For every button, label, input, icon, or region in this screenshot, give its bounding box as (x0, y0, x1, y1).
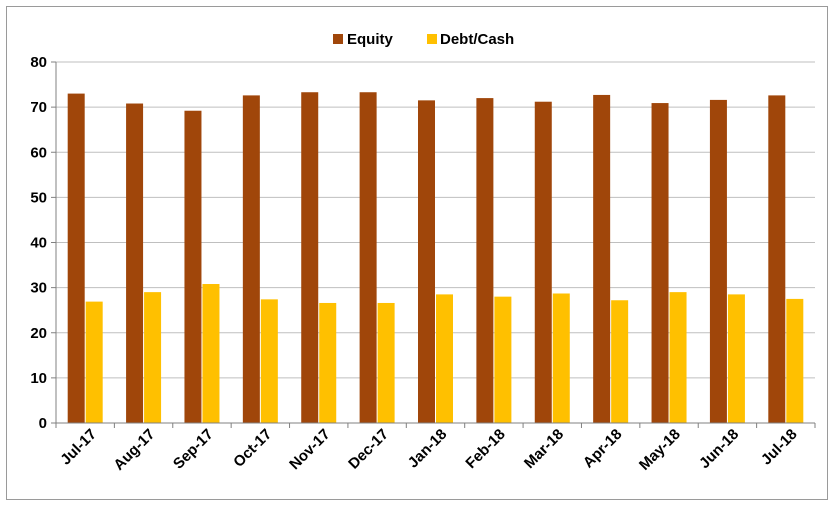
y-tick-label: 10 (30, 370, 47, 387)
bar-debt-cash-jul-17 (85, 301, 103, 423)
x-tick-label: Dec-17 (345, 426, 392, 473)
bar-equity-mar-18 (534, 101, 552, 424)
bar-debt-cash-may-18 (669, 292, 687, 423)
legend-swatch-debt-cash (427, 34, 437, 44)
y-tick-label: 30 (30, 280, 47, 297)
legend-label-debt-cash: Debt/Cash (440, 31, 514, 48)
bar-equity-apr-18 (593, 94, 611, 423)
bar-debt-cash-feb-18 (494, 296, 512, 423)
bar-equity-jul-18 (768, 95, 786, 423)
bar-equity-jan-18 (418, 100, 435, 423)
y-tick-label: 20 (30, 325, 47, 342)
bar-equity-oct-17 (242, 95, 260, 423)
legend-label-equity: Equity (347, 31, 393, 48)
x-tick-label: Jan-18 (405, 426, 451, 472)
x-tick-label: May-18 (636, 426, 684, 474)
bar-debt-cash-mar-18 (552, 293, 570, 423)
bar-debt-cash-jan-18 (436, 294, 453, 423)
bar-debt-cash-nov-17 (319, 302, 337, 423)
legend: Equity Debt/Cash (333, 31, 514, 48)
bar-equity-aug-17 (126, 103, 144, 423)
x-tick-label: Nov-17 (286, 426, 333, 473)
bar-debt-cash-dec-17 (377, 302, 395, 423)
bar-equity-jun-18 (709, 99, 727, 423)
y-tick-label: 60 (30, 144, 47, 161)
x-axis: Jul-17 Aug-17 Sep-17 Oct-17 Nov-17 Dec-17 Jan-… (55, 422, 816, 474)
y-tick-label: 50 (30, 189, 47, 206)
y-tick-label: 0 (39, 415, 47, 432)
x-tick-label: Sep-17 (170, 426, 217, 473)
bar-debt-cash-sep-17 (202, 284, 220, 423)
bar-debt-cash-aug-17 (144, 292, 162, 423)
y-tick-label: 80 (30, 54, 47, 71)
x-tick-label: Jul-18 (758, 426, 801, 469)
x-tick-label: Jun-18 (696, 426, 742, 472)
bar-debt-cash-jun-18 (727, 294, 745, 423)
x-tick-label: Jul-17 (57, 426, 100, 469)
legend-swatch-equity (333, 34, 343, 44)
x-tick-label: Feb-18 (462, 426, 508, 472)
x-tick-label: Aug-17 (110, 426, 158, 474)
x-tick-label: Oct-17 (230, 426, 275, 471)
x-tick-label: Mar-18 (521, 426, 567, 472)
y-tick-label: 40 (30, 235, 47, 252)
bar-debt-cash-jul-18 (786, 298, 804, 423)
bar-equity-dec-17 (359, 92, 377, 423)
bar-equity-jul-17 (67, 93, 85, 424)
bar-debt-cash-apr-18 (611, 300, 629, 423)
x-tick-label: Apr-18 (580, 426, 626, 472)
bars (67, 92, 804, 424)
bar-equity-feb-18 (476, 98, 494, 423)
y-axis: 0 10 20 30 40 50 60 70 80 (30, 54, 57, 432)
bar-equity-sep-17 (184, 110, 202, 424)
bar-equity-may-18 (651, 103, 669, 423)
y-tick-label: 70 (30, 99, 47, 116)
bar-debt-cash-oct-17 (260, 299, 278, 423)
gridlines (56, 61, 815, 379)
bar-equity-nov-17 (301, 92, 319, 423)
